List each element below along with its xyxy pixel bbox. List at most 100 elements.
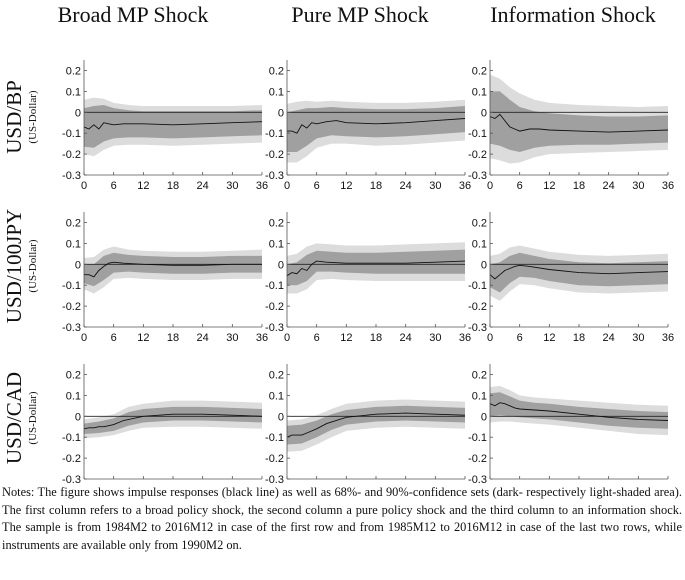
y-tick-label: -0.3 [62,322,81,334]
confidence-band-68 [287,405,465,445]
x-tick-label: 6 [517,180,523,192]
column-title-information-shock: Information Shock [490,2,656,27]
y-tick-label: -0.1 [62,432,81,444]
row-unit-usd-cad: (US-Dollar) [27,391,39,444]
x-tick-label: 18 [573,332,585,344]
confidence-band-68 [84,252,262,287]
y-tick-label: 0 [75,107,81,119]
x-tick-label: 6 [314,180,320,192]
x-tick-label: 0 [284,180,290,192]
y-tick-label: -0.2 [468,301,487,313]
y-tick-label: 0.1 [66,390,81,402]
y-tick-label: -0.3 [62,170,81,182]
y-tick-label: -0.2 [468,453,487,465]
y-tick-label: 0.1 [66,86,81,98]
impulse-response-line [489,113,669,133]
x-tick-label: 36 [256,180,268,192]
confidence-band-68 [490,392,668,429]
impulse-response-line [83,413,263,430]
impulse-response-line [489,402,669,421]
y-tick-label: 0.1 [269,238,284,250]
x-tick-label: 18 [573,180,585,192]
y-tick-label: -0.2 [62,149,81,161]
y-tick-label: 0 [481,107,487,119]
y-tick-label: -0.3 [265,474,284,484]
y-tick-label: 0 [481,259,487,271]
y-tick-label: -0.1 [468,128,487,140]
x-tick-label: 6 [111,332,117,344]
y-tick-label: -0.2 [62,453,81,465]
row-label-main: USD/CAD [2,372,26,464]
x-tick-label: 36 [459,180,471,192]
x-tick-label: 0 [487,332,493,344]
y-tick-label: -0.3 [468,170,487,182]
row-label-main: USD/BP [2,80,26,154]
x-tick-label: 12 [137,180,149,192]
x-tick-label: 0 [284,332,290,344]
x-tick-label: 0 [81,332,87,344]
y-tick-label: -0.1 [468,432,487,444]
confidence-band-68 [490,91,668,152]
confidence-band-68 [84,406,262,434]
x-tick-label: 6 [314,332,320,344]
y-tick-label: 0.1 [269,86,284,98]
y-tick-label: -0.3 [62,474,81,484]
y-tick-label: 0.2 [66,65,81,77]
row-label-unit: (US-Dollar) [27,391,39,444]
impulse-response-line [489,264,669,280]
x-tick-label: 24 [400,332,412,344]
y-tick-label: -0.3 [468,474,487,484]
y-tick-label: -0.1 [265,280,284,292]
y-tick-label: 0 [278,107,284,119]
x-tick-label: 12 [543,332,555,344]
impulse-response-line [287,118,466,134]
y-tick-label: 0 [481,411,487,423]
impulse-response-figure: Broad MP Shock Pure MP Shock Information… [2,2,674,484]
x-tick-label: 0 [81,180,87,192]
x-tick-label: 24 [603,332,615,344]
y-tick-label: 0.2 [269,65,284,77]
y-tick-label: -0.1 [265,432,284,444]
y-tick-label: -0.2 [62,301,81,313]
x-tick-label: 36 [662,180,674,192]
impulse-response-line [286,412,466,438]
y-tick-label: -0.2 [265,149,284,161]
x-tick-label: 24 [400,180,412,192]
y-tick-label: 0 [75,411,81,423]
y-tick-label: -0.3 [265,322,284,334]
y-tick-label: 0.2 [66,369,81,381]
y-tick-label: 0.1 [269,390,284,402]
x-tick-label: 18 [370,332,382,344]
confidence-band-68 [287,106,465,152]
impulse-response-line [84,261,262,278]
x-tick-label: 30 [632,180,644,192]
y-tick-label: 0.1 [66,238,81,250]
y-tick-label: -0.2 [265,301,284,313]
panel-grid: 0.20.10-0.1-0.2-0.30 6 12 18 24 30 360.20.10-0… [62,60,674,484]
confidence-band-68 [84,105,262,148]
x-tick-label: 6 [111,180,117,192]
x-tick-label: 30 [429,332,441,344]
row-label-unit: (US-Dollar) [27,90,39,143]
y-tick-label: -0.3 [468,322,487,334]
x-tick-label: 24 [603,180,615,192]
x-tick-label: 0 [487,180,493,192]
row-unit-usd-100jpy: (US-Dollar) [27,239,39,292]
x-tick-label: 18 [167,180,179,192]
y-tick-label: 0 [278,411,284,423]
irf-panel-r0-c0: 0.20.10-0.1-0.2-0.30 6 12 18 24 30 36 [62,60,268,192]
y-tick-label: -0.2 [468,149,487,161]
column-title-pure-mp-shock: Pure MP Shock [291,2,428,27]
irf-panel-r1-c2: 0.20.10-0.1-0.2-0.30 6 12 18 24 30 36 [468,212,674,344]
x-tick-label: 12 [137,332,149,344]
x-tick-label: 24 [197,180,209,192]
y-tick-label: 0.2 [472,65,487,77]
impulse-response-line [83,121,263,130]
row-label-usd-100jpy: USD/100JPY [2,209,26,323]
x-tick-label: 30 [429,180,441,192]
x-tick-label: 30 [632,332,644,344]
figure-notes: Notes: The figure shows impulse response… [2,485,682,552]
row-label-usd-bp: USD/BP [2,80,26,154]
y-tick-label: -0.1 [62,280,81,292]
